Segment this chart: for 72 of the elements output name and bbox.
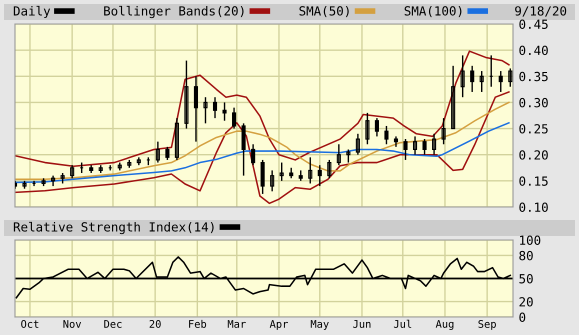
x-tick-label: Nov	[63, 320, 82, 328]
candlestick	[318, 164, 322, 187]
candlestick	[280, 162, 284, 182]
candlestick	[403, 138, 408, 161]
candlestick	[384, 125, 389, 145]
candlestick	[70, 164, 74, 179]
x-tick-label: Oct	[21, 320, 38, 328]
x-tick-label: Aug	[436, 320, 454, 330]
legend-label: Daily	[14, 6, 50, 18]
candlestick	[251, 144, 256, 166]
candlestick	[222, 102, 227, 122]
y-tick-label: 0.45	[519, 20, 548, 29]
candlestick	[270, 170, 274, 192]
x-tick-label: Mar	[228, 320, 246, 328]
y-tick-label: 0.40	[519, 46, 548, 56]
candlestick	[470, 65, 474, 93]
x-tick-label: Apr	[270, 320, 288, 330]
legend-label: SMA(100)	[404, 6, 462, 18]
y-tick-label: 0.30	[519, 98, 548, 108]
candlestick	[374, 117, 379, 138]
y-tick-label: 0.15	[519, 176, 548, 186]
candlestick	[422, 138, 427, 156]
y-tick-label: 100	[520, 236, 540, 245]
candlestick	[412, 136, 418, 156]
candlestick	[394, 136, 398, 148]
x-tick-label: Feb	[189, 320, 206, 328]
candlestick	[156, 140, 160, 164]
candlestick	[432, 133, 436, 156]
candlestick	[203, 96, 208, 124]
candlestick	[260, 159, 265, 195]
candlestick	[51, 174, 56, 187]
legend-label: SMA(50)	[299, 6, 349, 18]
y-tick-label: 0.25	[519, 124, 548, 134]
legend-label: Relative Strength Index(14)	[14, 222, 214, 234]
y-tick-label: 0	[519, 312, 526, 322]
candlestick	[289, 167, 294, 179]
candlestick	[298, 170, 303, 182]
x-tick-label: Jun	[353, 320, 370, 328]
candlestick	[460, 54, 465, 98]
x-tick-label: Jul	[394, 320, 412, 328]
candlestick	[212, 96, 218, 119]
y-tick-label: 0.35	[519, 72, 548, 82]
candlestick	[356, 133, 360, 156]
candlestick	[508, 68, 512, 88]
x-tick-label: Dec	[104, 320, 122, 328]
y-tick-label: 80	[519, 250, 533, 260]
candlestick	[498, 70, 503, 93]
candlestick	[327, 159, 332, 179]
candlestick	[184, 60, 188, 130]
x-tick-label: 20	[150, 320, 161, 328]
text: 9/18/20	[515, 6, 566, 17]
candlestick	[232, 106, 236, 130]
y-tick-label: 0.10	[519, 202, 548, 212]
candlestick	[442, 117, 446, 145]
candlestick	[308, 156, 312, 184]
candlestick	[346, 148, 350, 164]
x-tick-label: Sep	[478, 320, 496, 330]
candlestick	[336, 144, 341, 166]
legend-label: Bollinger Bands(20)	[104, 6, 244, 18]
y-tick-label: 0.20	[519, 150, 548, 160]
candlestick	[174, 117, 179, 161]
candlestick	[242, 122, 246, 176]
candlestick	[365, 112, 370, 145]
x-tick-label: May	[310, 320, 329, 330]
y-tick-label: 50	[519, 274, 533, 284]
line-series	[16, 256, 512, 299]
candlestick	[451, 65, 456, 130]
candlestick	[60, 172, 65, 184]
candlestick	[165, 146, 170, 161]
candlestick	[480, 70, 484, 93]
y-tick-label: 20	[519, 297, 533, 307]
line-series	[15, 91, 510, 204]
